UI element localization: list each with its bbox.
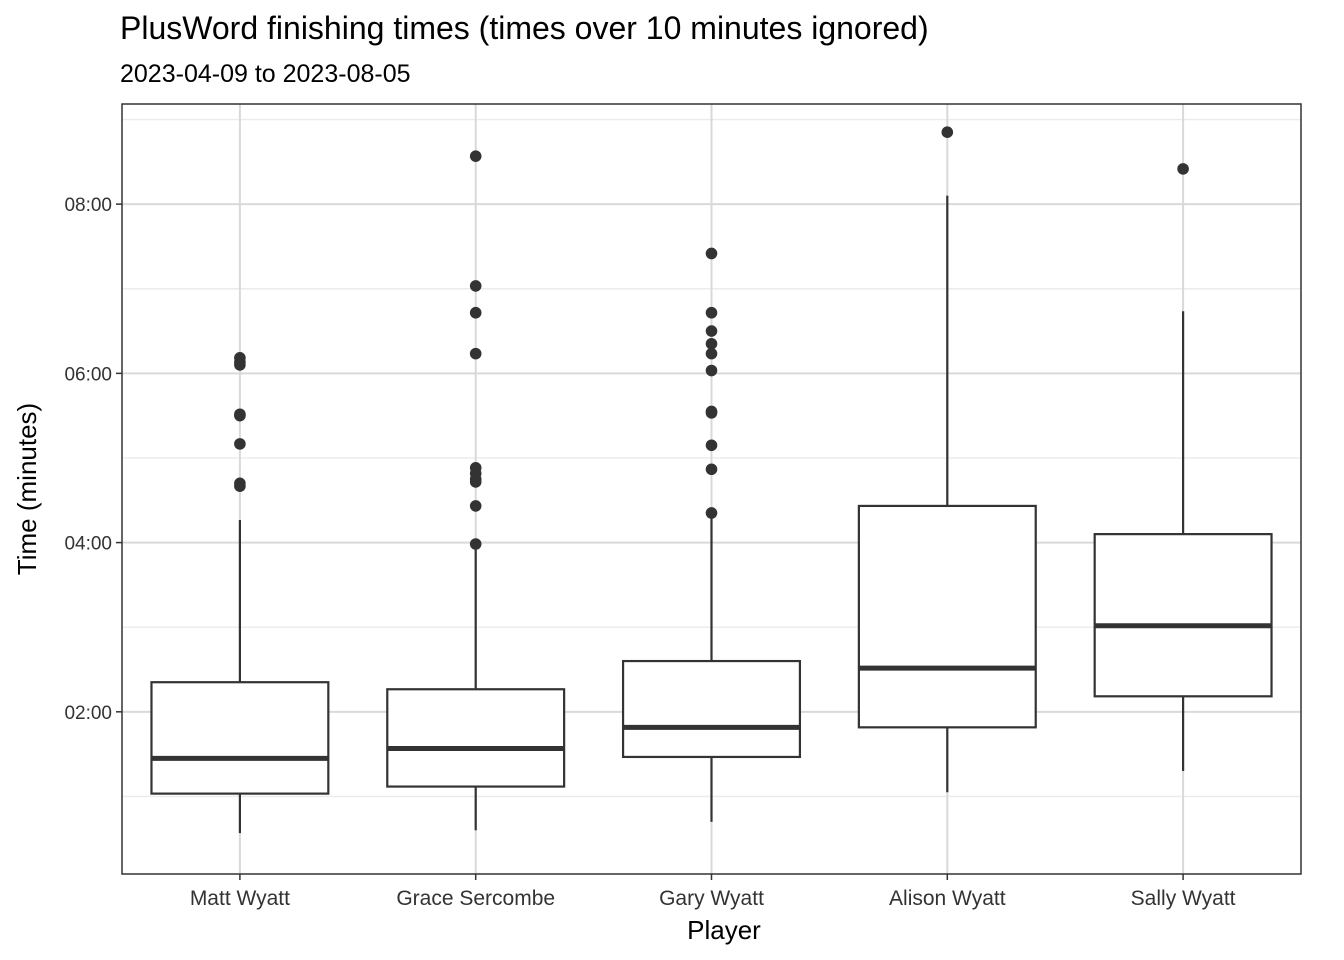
outlier-point: [705, 325, 718, 337]
outlier-point: [705, 337, 718, 350]
y-axis-title: Time (minutes): [12, 403, 42, 575]
iqr-box: [621, 659, 802, 759]
outlier-point: [705, 407, 718, 419]
box-group: [386, 150, 566, 831]
x-tick-label: Gary Wyatt: [659, 887, 764, 910]
outlier-point: [941, 126, 954, 139]
iqr-box: [857, 504, 1037, 729]
box-group: [621, 247, 802, 822]
outlier-point: [705, 439, 718, 452]
outlier-point: [234, 409, 246, 422]
outlier-point: [469, 538, 482, 550]
x-tick-label: Alison Wyatt: [889, 887, 1006, 910]
outlier-point: [469, 150, 482, 162]
iqr-box: [1093, 533, 1273, 698]
outlier-point: [705, 507, 718, 519]
y-tick-label: 02:00: [64, 703, 112, 724]
y-axis: 02:00 04:00 06:00 08:00: [64, 195, 122, 724]
box-group: [1093, 163, 1273, 772]
outlier-point: [469, 476, 482, 488]
outlier-point: [705, 364, 718, 377]
chart-title: PlusWord finishing times (times over 10 …: [120, 10, 929, 46]
x-axis: Matt Wyatt Grace Sercombe Gary Wyatt Alison…: [190, 874, 1236, 910]
outlier-point: [705, 347, 718, 360]
x-axis-title: Player: [687, 915, 761, 945]
outlier-point: [469, 280, 482, 292]
iqr-box: [150, 681, 330, 795]
y-tick-label: 08:00: [64, 195, 112, 216]
outlier-point: [234, 359, 246, 371]
iqr-box: [386, 688, 566, 788]
outlier-point: [705, 463, 718, 476]
outlier-point: [705, 306, 718, 319]
x-tick-label: Sally Wyatt: [1131, 887, 1236, 910]
y-tick-label: 04:00: [64, 534, 112, 555]
box-group: [857, 126, 1037, 793]
outlier-point: [705, 247, 718, 260]
outlier-point: [234, 438, 246, 450]
x-tick-label: Grace Sercombe: [396, 887, 555, 910]
outlier-point: [469, 500, 482, 512]
outlier-point: [1177, 163, 1189, 175]
outlier-point: [234, 480, 246, 492]
boxes: [150, 126, 1273, 834]
x-tick-label: Matt Wyatt: [190, 887, 290, 910]
outlier-point: [469, 347, 482, 360]
outlier-point: [469, 306, 482, 319]
chart-subtitle: 2023-04-09 to 2023-08-05: [120, 60, 411, 88]
y-tick-label: 06:00: [64, 364, 112, 385]
box-group: [150, 352, 330, 834]
